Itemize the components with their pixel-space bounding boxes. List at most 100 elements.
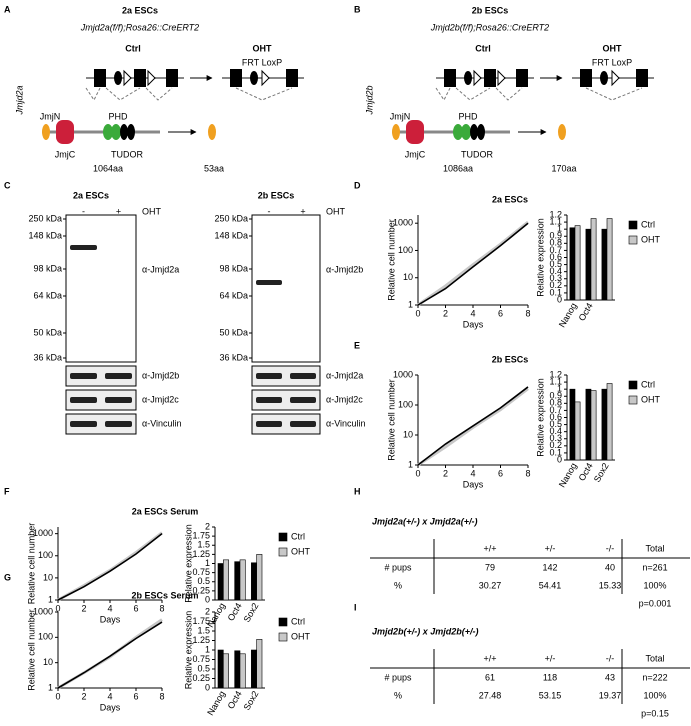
y-tick-label: 0 <box>557 454 562 464</box>
panel-label: F <box>4 486 10 496</box>
splice-line <box>435 87 451 101</box>
domain-jmjn <box>392 124 400 140</box>
y-tick-label: 0.25 <box>192 585 210 595</box>
marker-label: 98 kDa <box>219 263 248 273</box>
legend-label: OHT <box>291 546 311 556</box>
x-tick-label: Sox2 <box>592 461 611 484</box>
loxp-site <box>497 69 506 87</box>
y-tick-label: 1.5 <box>197 540 210 550</box>
table-cell: 53.15 <box>539 690 562 700</box>
y-tick-label: 2 <box>205 521 210 531</box>
legend-label: Ctrl <box>641 219 655 229</box>
x-tick-label: 6 <box>133 603 138 613</box>
marker-label: 148 kDa <box>28 230 62 240</box>
table-cell: 100% <box>643 690 666 700</box>
blot-band <box>256 280 282 285</box>
blot-band <box>256 373 282 379</box>
domain-jmjn <box>558 124 566 140</box>
domain-jmjn <box>42 124 50 140</box>
marker-label: 50 kDa <box>33 327 62 337</box>
table-header: +/- <box>545 543 556 553</box>
y-tick-label: 0.4 <box>549 266 562 276</box>
lane-label: + <box>300 206 305 216</box>
blot-band <box>105 373 132 379</box>
frt-site <box>600 71 608 85</box>
splice-line <box>455 87 491 101</box>
y-tick-label: 0.5 <box>197 663 210 673</box>
y-tick-label: 1.25 <box>192 635 210 645</box>
x-tick-label: 4 <box>107 691 112 701</box>
y-tick-label: 10 <box>43 572 53 582</box>
exon <box>580 69 592 87</box>
lane-label: - <box>268 206 271 216</box>
exon-label: 2 <box>97 73 102 83</box>
table-cell: # pups <box>384 562 412 572</box>
legend-label: Ctrl <box>291 531 305 541</box>
y-tick-label: 0.9 <box>549 231 562 241</box>
bar <box>239 559 246 601</box>
domain-phd <box>461 124 471 140</box>
x-tick-label: 2 <box>81 603 86 613</box>
x-tick-label: 2 <box>81 691 86 701</box>
series-line <box>417 220 529 307</box>
x-axis-label: Days <box>463 479 484 489</box>
marker-label: 64 kDa <box>219 290 248 300</box>
bar <box>234 650 241 689</box>
y-tick-label: 10 <box>43 657 53 667</box>
domain-jmjc <box>56 120 74 144</box>
antibody-label: α-Jmjd2a <box>142 264 179 274</box>
treatment-label: OHT <box>326 206 346 216</box>
legend-label: OHT <box>291 631 311 641</box>
splice-line <box>85 87 101 101</box>
blot-band <box>70 245 97 250</box>
y-axis-label: Relative expression <box>183 524 193 603</box>
y-tick-label: 1.2 <box>549 369 562 379</box>
exon-label: 5 <box>487 73 492 83</box>
series-line <box>417 387 529 467</box>
y-tick-label: 0.2 <box>549 440 562 450</box>
marker-label: 36 kDa <box>33 352 62 362</box>
panel-label: G <box>4 572 11 582</box>
condition-label: Ctrl <box>475 43 491 53</box>
table-header: Total <box>645 653 664 663</box>
domain-jmjc <box>406 120 424 144</box>
length-label: 1064aa <box>93 163 123 173</box>
bar <box>569 388 576 461</box>
bar <box>574 401 581 461</box>
y-tick-label: 100 <box>38 550 53 560</box>
x-tick-label: 0 <box>55 603 60 613</box>
chart-title: 2b ESCs <box>492 354 529 364</box>
legend-swatch <box>628 380 638 390</box>
blot-strip <box>65 365 137 387</box>
legend-label: Ctrl <box>291 616 305 626</box>
exon <box>484 69 496 87</box>
y-tick-label: 1 <box>408 299 413 309</box>
panel-label: B <box>354 4 361 14</box>
blot-strip <box>251 365 321 387</box>
y-tick-label: 1.5 <box>197 625 210 635</box>
blot-strip <box>65 413 137 435</box>
x-tick-label: 0 <box>55 691 60 701</box>
y-tick-label: 0.1 <box>549 287 562 297</box>
loxp-site <box>261 69 270 87</box>
y-axis-label: Relative expression <box>535 378 545 457</box>
bar <box>601 388 608 461</box>
legend-swatch <box>278 547 288 557</box>
bar <box>256 554 263 601</box>
series-line <box>417 222 529 306</box>
y-tick-label: 1000 <box>393 218 413 228</box>
y-tick-label: 0.8 <box>549 238 562 248</box>
y-tick-label: 10 <box>403 272 413 282</box>
frt-site <box>114 71 122 85</box>
exon-label: 2 <box>233 73 238 83</box>
legend-swatch <box>628 220 638 230</box>
legend-swatch <box>278 617 288 627</box>
loxp-site <box>147 69 156 87</box>
blot-strip <box>251 389 321 411</box>
y-tick-label: 1.25 <box>192 549 210 559</box>
blot-band <box>256 421 282 427</box>
y-tick-label: 0.5 <box>549 419 562 429</box>
y-tick-label: 0 <box>557 294 562 304</box>
panel-label: A <box>4 4 11 14</box>
splice-line <box>235 87 293 101</box>
